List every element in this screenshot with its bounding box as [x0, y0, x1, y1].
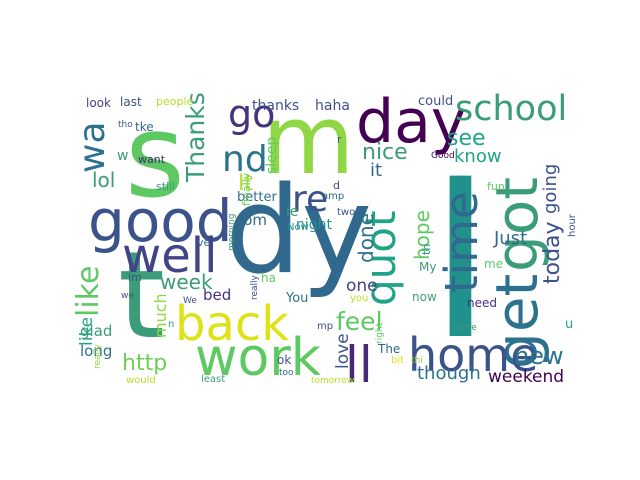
word-http-27: http [122, 351, 168, 376]
word-n-95: n [168, 319, 175, 330]
word-morning-82: morning [227, 213, 238, 251]
word-right-87: right [375, 322, 386, 344]
word-two-81: two [337, 207, 356, 218]
word-we-98: we [121, 291, 134, 301]
word-new-25: new [514, 342, 564, 370]
word-thanks-52: thanks [252, 98, 300, 114]
word-ve-63: ve [197, 236, 211, 249]
word-just-36: Just [494, 228, 528, 249]
word-go-17: go [228, 92, 276, 136]
word-glad-42: glad [80, 322, 113, 340]
word-ie-48: ie [286, 204, 299, 220]
word-weekend-39: weekend [488, 367, 565, 387]
word-like-20: like [71, 265, 106, 317]
word-m-4: m [262, 86, 355, 196]
word-the-67: The [378, 342, 401, 356]
word-see-29: see [447, 126, 486, 151]
word-now-69: now [412, 290, 437, 304]
word-tke-59: tke [135, 120, 154, 134]
word-today-26: today [539, 221, 565, 284]
word-need-68: need [467, 296, 497, 310]
word-come-90: come [452, 323, 477, 333]
word-last-57: last [120, 95, 142, 109]
word-r-78: r [337, 133, 342, 146]
word-me-70: me [484, 257, 504, 271]
word-tomorrow-94: tomorrow [311, 376, 355, 386]
word-my-71: My [419, 260, 437, 274]
word-work-7: work [195, 328, 321, 388]
word-better-50: better [237, 190, 277, 205]
word-school-16: school [455, 89, 568, 129]
word-well-11: well [122, 228, 218, 284]
word-it-44: it [370, 160, 383, 181]
word-u-72: u [565, 317, 574, 332]
word-nice-30: nice [362, 140, 408, 165]
word-d-79: d [333, 179, 340, 192]
word-know-31: know [454, 146, 502, 167]
word-fun-73: fun [487, 180, 505, 193]
word-bed-46: bed [203, 286, 232, 304]
word-still-61: still [156, 180, 176, 193]
word-we-96: We [183, 296, 197, 306]
word-feel-24: feel [336, 307, 383, 336]
word-im-62: im [128, 271, 142, 284]
word-going-32: going [540, 163, 562, 214]
word-thi-89: thi [411, 356, 423, 366]
word-one-45: one [346, 276, 378, 296]
word-least-92: least [201, 374, 226, 385]
word-time-14: time [435, 191, 488, 293]
word-you-86: you [350, 293, 369, 304]
word-bit-88: bit [391, 355, 405, 366]
word-day-5: day [356, 87, 467, 157]
word-dy-1: dy [225, 162, 373, 301]
word-amp-80: amp [322, 191, 345, 202]
word-good-75: Good [431, 151, 455, 161]
word-would-91: would [126, 375, 156, 386]
word-look-56: look [86, 96, 111, 110]
word-th-76: th [419, 243, 433, 256]
word-people-58: people [156, 95, 194, 108]
word-really-97: really [93, 344, 104, 370]
word-lol-35: lol [92, 168, 116, 192]
word-finally-77: finally [239, 172, 253, 207]
word-it-23: It [238, 171, 254, 196]
word-tho-99: tho [118, 120, 133, 130]
word-you-64: You [286, 291, 309, 306]
word-ok-66: ok [277, 353, 292, 367]
word-night-49: night [296, 217, 333, 233]
word-nd-18: nd [222, 139, 268, 180]
word-want-60: want [138, 153, 166, 166]
word-long-43: long [80, 342, 113, 360]
word-wa-21: wa [71, 121, 113, 174]
word-really-84: really [250, 275, 261, 301]
word-re-19: re [292, 179, 329, 220]
word-sleep-51: sleep [264, 136, 281, 174]
word-too-93: too [279, 368, 294, 378]
word-ll-13: ll [345, 336, 373, 394]
word-good-6: good [88, 187, 233, 255]
word-back-10: back [175, 296, 290, 352]
word-hour-74: hour [567, 214, 578, 237]
word-could-54: could [418, 94, 454, 109]
word-haha-53: haha [315, 98, 350, 114]
word-t-3: t [118, 227, 166, 366]
word-though-38: though [417, 363, 481, 384]
word-love-37: love [332, 333, 353, 369]
word-ha-65: ha [261, 271, 276, 285]
word-w-55: w [117, 148, 129, 164]
word-mp-85: mp [317, 321, 334, 332]
word-com-47: com [235, 211, 268, 229]
word-home-12: home [408, 328, 539, 382]
word-week-28: week [160, 270, 213, 294]
word-done-33: done [354, 213, 378, 263]
word-now-83: Now [287, 222, 309, 233]
word-much-40: much [150, 293, 170, 339]
word-i-0: I [428, 132, 493, 388]
word-s-2: s [125, 90, 185, 224]
